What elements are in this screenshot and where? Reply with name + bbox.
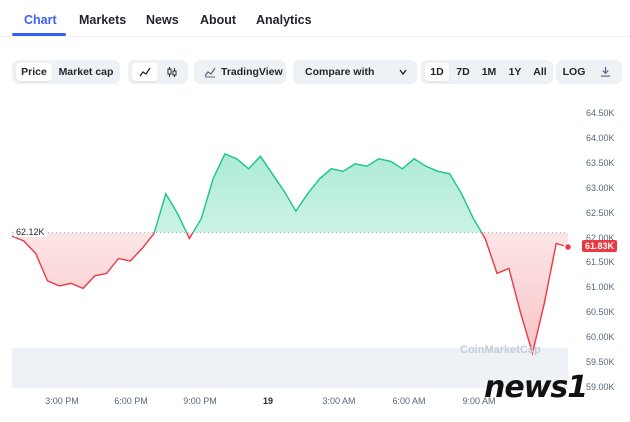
y-tick-label: 64.50K	[586, 108, 615, 118]
range-1d-button[interactable]: 1D	[425, 63, 449, 81]
price-button[interactable]: Price	[16, 63, 52, 81]
range-7d-button[interactable]: 7D	[456, 66, 470, 78]
x-tick-label: 6:00 PM	[114, 396, 148, 406]
tab-about[interactable]: About	[200, 13, 237, 27]
y-tick-label: 63.00K	[586, 182, 615, 193]
chart-toolbar: Price Market cap TradingView Compare wit…	[0, 60, 630, 86]
y-tick-label: 62.50K	[586, 207, 615, 218]
tradingview-icon	[204, 67, 216, 78]
tab-bar: Chart Markets News About Analytics	[0, 0, 630, 37]
y-tick-label: 59.50K	[586, 357, 615, 368]
current-price-dot	[563, 242, 573, 252]
tradingview-label: TradingView	[221, 66, 283, 78]
line-chart-button[interactable]	[132, 63, 158, 81]
chevron-down-icon	[399, 69, 407, 76]
range-all-button[interactable]: All	[533, 66, 547, 78]
price-area-up	[12, 153, 568, 233]
price-area-down	[12, 232, 568, 354]
market-cap-button[interactable]: Market cap	[58, 66, 114, 78]
x-tick-label: 9:00 PM	[183, 396, 217, 406]
price-line-down	[11, 232, 569, 356]
range-1m-button[interactable]: 1M	[481, 66, 497, 78]
y-tick-label: 62.00K	[586, 232, 615, 243]
time-range-selector: 1D 7D 1M 1Y All	[421, 60, 553, 84]
candlestick-button[interactable]	[160, 63, 184, 81]
range-1y-button[interactable]: 1Y	[508, 66, 522, 78]
compare-with-label: Compare with	[305, 66, 375, 78]
chart-style-toggle	[128, 60, 188, 84]
y-tick-label: 64.00K	[586, 132, 615, 143]
volume-strip	[12, 348, 568, 388]
y-tick-label: 61.50K	[586, 257, 615, 268]
x-tick-label: 19	[262, 396, 273, 406]
y-tick-label: 59.00K	[586, 382, 615, 392]
compare-with-dropdown[interactable]: Compare with	[293, 60, 417, 84]
news1-watermark: news1	[484, 370, 588, 405]
tab-news[interactable]: News	[146, 13, 179, 27]
tab-chart[interactable]: Chart	[24, 13, 57, 27]
download-button[interactable]	[592, 63, 618, 81]
coinmarketcap-watermark: CoinMarketCap	[460, 344, 541, 356]
tradingview-button[interactable]: TradingView	[194, 60, 286, 84]
x-tick-label: 6:00 AM	[392, 396, 426, 406]
y-tick-label: 60.00K	[586, 332, 615, 343]
y-tick-label: 63.50K	[586, 157, 615, 168]
line-chart-icon	[139, 67, 151, 77]
reference-price-label: 62.12K	[14, 226, 47, 237]
current-price-badge: 61.83K	[582, 240, 618, 252]
tab-analytics[interactable]: Analytics	[256, 13, 312, 27]
price-chart-svg	[11, 152, 573, 388]
price-chart[interactable]: 64.50K 64.00K 63.50K 63.00K 62.50K 62.00K 61.5…	[0, 100, 630, 422]
log-scale-button[interactable]: LOG	[562, 66, 586, 78]
log-download-group: LOG	[556, 60, 622, 84]
y-tick-label: 61.00K	[586, 282, 615, 293]
x-tick-label: 9:00 AM	[462, 396, 496, 406]
y-tick-label: 60.50K	[586, 307, 615, 318]
price-marketcap-toggle: Price Market cap	[12, 60, 120, 84]
price-line-up	[153, 152, 483, 233]
x-tick-label: 3:00 PM	[45, 396, 79, 406]
active-tab-indicator	[12, 33, 66, 36]
download-icon	[600, 66, 610, 77]
x-tick-label: 3:00 AM	[322, 396, 356, 406]
candlestick-icon	[167, 67, 177, 77]
tab-markets[interactable]: Markets	[79, 13, 127, 27]
